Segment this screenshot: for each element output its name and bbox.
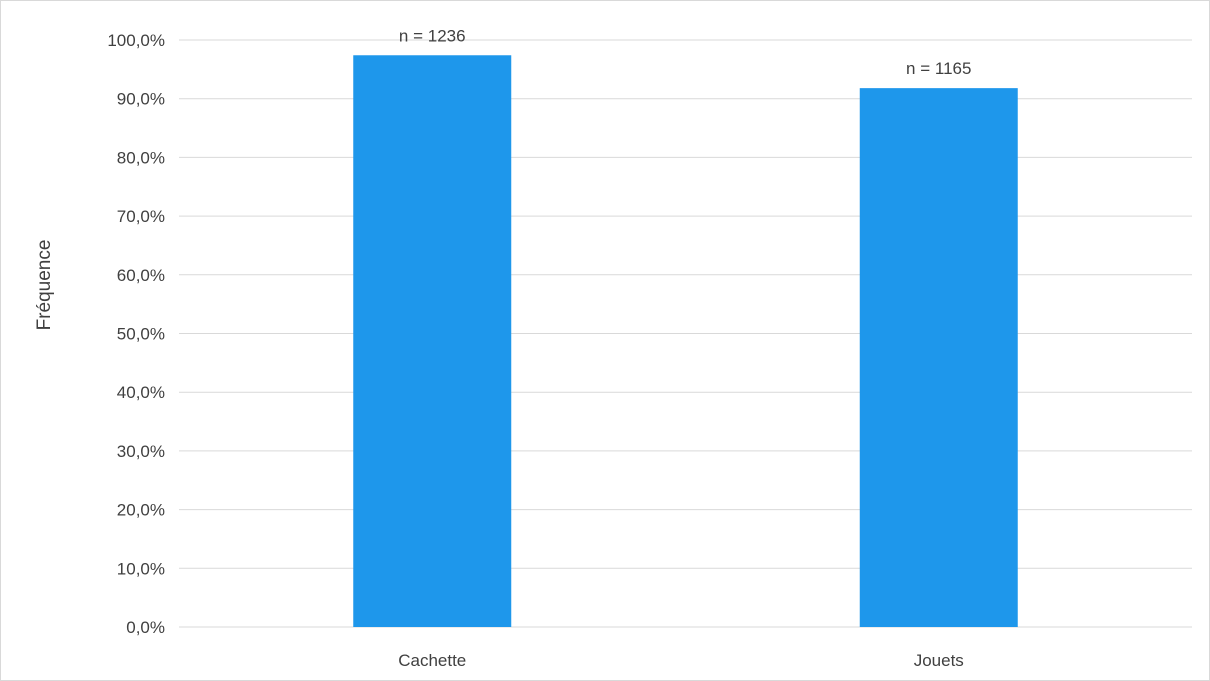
y-tick-label: 40,0% [117, 383, 165, 402]
data-labels: n = 1236 n = 1165 [399, 26, 972, 78]
bar-jouets [859, 88, 1018, 627]
y-tick-label: 70,0% [117, 207, 165, 226]
y-tick-label: 90,0% [117, 90, 165, 109]
data-label: n = 1165 [906, 59, 971, 78]
y-tick-label: 100,0% [107, 31, 165, 50]
y-tick-label: 0,0% [126, 618, 165, 637]
x-axis-categories: Cachette Jouets [398, 651, 964, 670]
y-tick-label: 60,0% [117, 266, 165, 285]
x-category-label: Cachette [398, 651, 466, 670]
y-tick-label: 80,0% [117, 148, 165, 167]
data-label: n = 1236 [399, 26, 466, 45]
bar-cachette [353, 55, 512, 627]
x-category-label: Jouets [914, 651, 964, 670]
y-axis-title: Fréquence [34, 240, 55, 331]
bars [353, 55, 1018, 627]
y-tick-label: 30,0% [117, 442, 165, 461]
y-tick-label: 50,0% [117, 325, 165, 344]
gridlines [179, 39, 1192, 628]
y-tick-label: 20,0% [117, 501, 165, 520]
y-axis-ticks: 0,0% 10,0% 20,0% 30,0% 40,0% 50,0% 60,0% 70,0% 8… [107, 31, 165, 637]
y-tick-label: 10,0% [117, 559, 165, 578]
